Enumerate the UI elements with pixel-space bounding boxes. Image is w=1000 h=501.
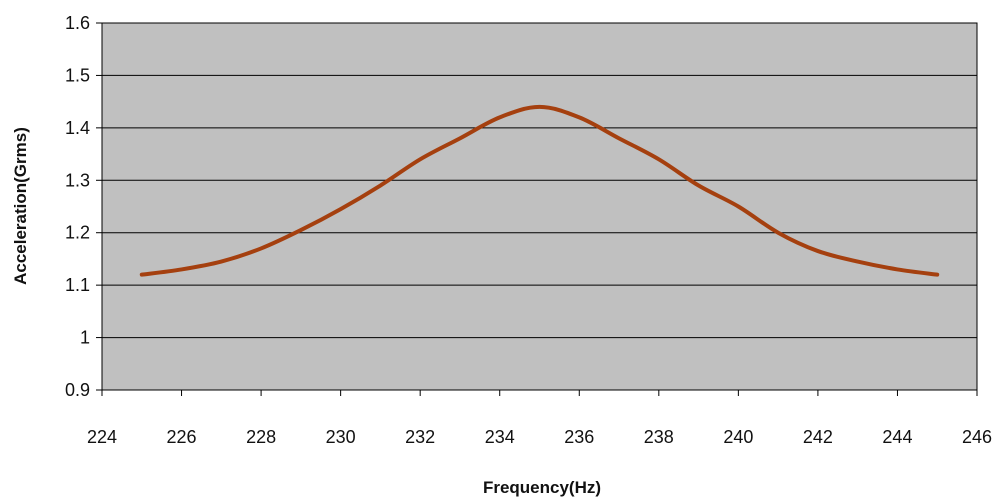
- x-tick-label: 228: [246, 427, 276, 447]
- y-tick-label: 1.1: [65, 275, 90, 295]
- plot-area: [101, 22, 978, 391]
- y-tick-label: 1.6: [65, 13, 90, 33]
- x-tick-label: 224: [87, 427, 117, 447]
- series-layer: [139, 104, 940, 277]
- x-tick-label: 236: [564, 427, 594, 447]
- x-tick-label: 232: [405, 427, 435, 447]
- y-tick-label: 1.4: [65, 118, 90, 138]
- y-tick-label: 1.5: [65, 65, 90, 85]
- x-tick-label: 240: [723, 427, 753, 447]
- x-tick-label: 242: [803, 427, 833, 447]
- x-axis-ticks: 224 226 228 230 232 234 236 238 240 242 244 246: [87, 390, 992, 447]
- series-line: [139, 104, 940, 277]
- y-tick-label: 1.2: [65, 223, 90, 243]
- x-tick-label: 226: [167, 427, 197, 447]
- y-axis-title: Acceleration(Grms): [11, 127, 30, 285]
- grid-lines: [102, 74, 977, 339]
- y-axis-ticks: 0.9 1 1.1 1.2 1.3 1.4 1.5 1.6: [65, 13, 102, 400]
- x-tick-label: 246: [962, 427, 992, 447]
- x-axis-title: Frequency(Hz): [483, 478, 601, 497]
- x-tick-label: 238: [644, 427, 674, 447]
- x-tick-label: 234: [485, 427, 515, 447]
- y-tick-label: 1: [80, 328, 90, 348]
- x-tick-label: 244: [882, 427, 912, 447]
- x-tick-label: 230: [326, 427, 356, 447]
- y-tick-label: 0.9: [65, 380, 90, 400]
- y-tick-label: 1.3: [65, 170, 90, 190]
